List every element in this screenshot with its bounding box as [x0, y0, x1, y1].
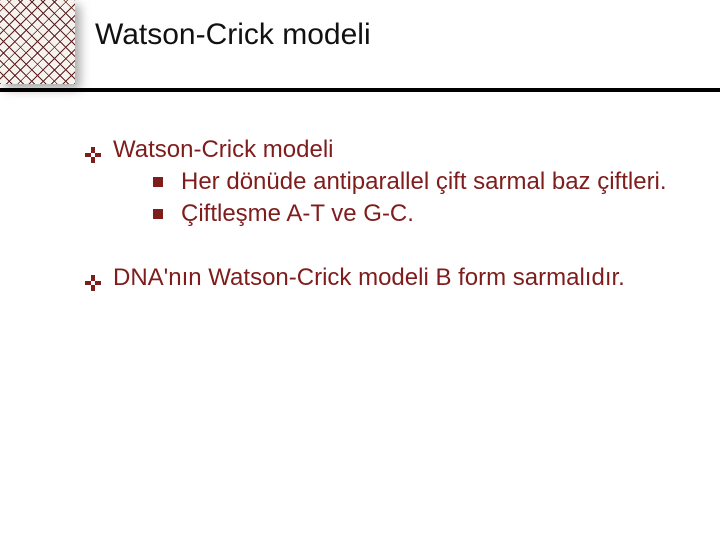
title-divider: [0, 88, 720, 92]
list-item-label: DNA'nın Watson-Crick modeli B form sarma…: [113, 263, 680, 293]
list-subitem-label: Çiftleşme A-T ve G-C.: [181, 200, 414, 227]
slide-content: Watson-Crick modeli Her dönüde antiparal…: [85, 135, 680, 299]
crosshair-bullet-icon: [85, 269, 101, 299]
square-bullet-icon: [153, 177, 163, 187]
list-subitem: Her dönüde antiparallel çift sarmal baz …: [153, 167, 680, 197]
square-bullet-icon: [153, 209, 163, 219]
crosshair-bullet-icon: [85, 141, 101, 171]
list-item-label: Watson-Crick modeli: [113, 135, 680, 165]
list-subitem: Çiftleşme A-T ve G-C.: [153, 199, 680, 229]
list-subitem-label: Her dönüde antiparallel çift sarmal baz …: [181, 168, 667, 195]
list-item: DNA'nın Watson-Crick modeli B form sarma…: [85, 263, 680, 293]
list-item: Watson-Crick modeli Her dönüde antiparal…: [85, 135, 680, 229]
slide-title: Watson-Crick modeli: [95, 18, 371, 52]
slide: Watson-Crick modeli Watson-Crick modeli …: [0, 0, 720, 540]
decorative-crosshatch: [0, 0, 75, 84]
